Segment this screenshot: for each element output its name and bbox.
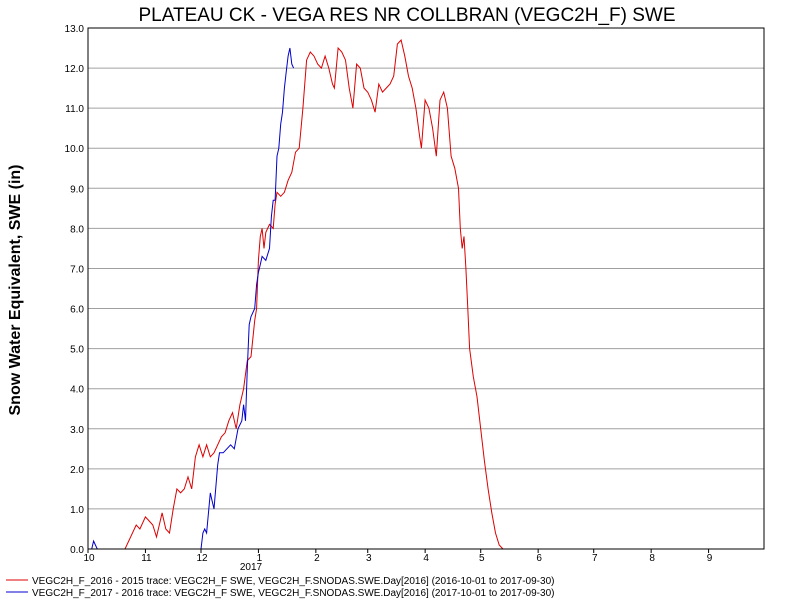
plot-frame — [87, 27, 765, 550]
legend: VEGC2H_F_2016 - 2015 trace: VEGC2H_F SWE… — [6, 576, 554, 599]
x-tick-label: 3 — [366, 553, 372, 564]
x-axis-ticks: 10 11 12 1 2 3 4 5 6 7 8 9 — [83, 549, 713, 564]
chart-title: PLATEAU CK - VEGA RES NR COLLBRAN (VEGC2… — [138, 5, 675, 26]
y-tick-label: 11.0 — [65, 104, 84, 115]
y-tick-label: 10.0 — [65, 144, 85, 155]
x-axis-year-label: 2017 — [240, 562, 263, 573]
y-tick-label: 7.0 — [70, 264, 84, 275]
y-tick-label: 6.0 — [70, 305, 84, 316]
x-tick-label: 9 — [707, 553, 713, 564]
y-tick-label: 8.0 — [70, 224, 84, 235]
legend-label-2016: VEGC2H_F_2016 - 2015 trace: VEGC2H_F SWE… — [32, 576, 554, 587]
y-axis-label: Snow Water Equivalent, SWE (in) — [7, 165, 24, 416]
x-tick-label: 1 — [257, 553, 263, 564]
x-tick-label: 2 — [314, 553, 320, 564]
y-tick-label: 1.0 — [70, 505, 84, 516]
series-lines — [88, 38, 759, 550]
y-tick-label: 5.0 — [70, 345, 84, 356]
y-tick-label: 0.0 — [70, 545, 84, 556]
y-tick-label: 3.0 — [70, 425, 84, 436]
x-tick-label: 8 — [649, 553, 655, 564]
x-tick-label: 12 — [196, 553, 208, 564]
y-tick-label: 4.0 — [70, 385, 84, 396]
y-axis-ticks: 0.0 1.0 2.0 3.0 4.0 5.0 6.0 7.0 8.0 9.0 10.0 11.0 12… — [65, 24, 85, 556]
x-tick-label: 10 — [83, 553, 95, 564]
x-tick-label: 11 — [141, 553, 152, 564]
series-line-2016 — [88, 38, 759, 550]
y-tick-label: 2.0 — [70, 465, 84, 476]
grid-lines — [88, 67, 764, 510]
legend-label-2017: VEGC2H_F_2017 - 2016 trace: VEGC2H_F SWE… — [32, 588, 554, 599]
y-tick-label: 12.0 — [65, 64, 85, 75]
x-tick-label: 7 — [592, 553, 598, 564]
x-tick-label: 5 — [479, 553, 485, 564]
x-tick-label: 4 — [423, 553, 429, 564]
y-tick-label: 9.0 — [70, 184, 84, 195]
series-line-2017 — [88, 47, 295, 550]
y-tick-label: 13.0 — [65, 24, 85, 35]
x-tick-label: 6 — [536, 553, 542, 564]
